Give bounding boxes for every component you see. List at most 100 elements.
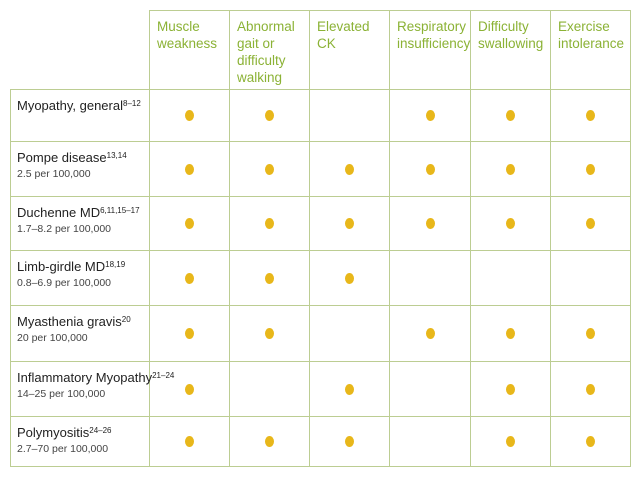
symptom-cell <box>310 197 390 251</box>
symptom-dot-icon <box>506 163 515 175</box>
symptom-cell <box>150 417 230 467</box>
column-header-elevated-ck: Elevated CK <box>310 10 390 90</box>
symptom-cell <box>390 90 471 142</box>
disease-name: Myasthenia gravis20 <box>17 314 145 330</box>
prevalence-text: 14–25 per 100,000 <box>17 388 106 400</box>
symptom-cell <box>390 197 471 251</box>
prevalence-text: 2.7–70 per 100,000 <box>17 443 109 455</box>
symptom-cell <box>390 306 471 362</box>
prevalence-text: 20 per 100,000 <box>17 332 88 344</box>
column-header-abnormal-gait: Abnormal gait or difficulty walking <box>230 10 310 90</box>
symptom-dot-icon <box>265 272 274 284</box>
symptom-dot-icon <box>586 163 595 175</box>
table-corner <box>10 10 150 90</box>
symptom-cell <box>471 251 551 306</box>
disease-name-text: Pompe disease <box>17 150 107 165</box>
symptom-dot-icon <box>345 218 354 229</box>
symptom-dot-icon <box>265 218 274 229</box>
reference-superscript: 18,19 <box>105 260 126 269</box>
symptom-dot-icon <box>265 328 274 339</box>
symptom-dot-icon <box>345 436 354 447</box>
symptom-cell <box>390 251 471 306</box>
row-header: Myopathy, general8–12 <box>10 90 150 142</box>
symptom-cell <box>150 142 230 197</box>
symptom-cell <box>150 251 230 306</box>
symptom-cell <box>551 197 631 251</box>
symptom-cell <box>471 197 551 251</box>
symptom-cell <box>230 142 310 197</box>
column-header-exercise-intolerance: Exercise intolerance <box>551 10 631 90</box>
symptom-dot-icon <box>425 110 435 121</box>
symptom-dot-icon <box>265 436 274 447</box>
row-header: Inflammatory Myopathy21–24 14–25 per 100,… <box>10 362 174 417</box>
disease-name: Polymyositis24–26 <box>17 425 145 441</box>
reference-superscript: 13,14 <box>106 151 127 160</box>
symptom-dot-icon <box>185 383 194 395</box>
symptom-dot-icon <box>185 272 194 284</box>
symptom-cell <box>551 306 631 362</box>
symptom-cell <box>471 142 551 197</box>
symptom-cell <box>310 362 390 417</box>
symptom-cell <box>310 417 390 467</box>
disease-name: Duchenne MD6,11,15–17 <box>17 205 145 221</box>
symptom-cell <box>551 251 631 306</box>
reference-superscript: 24–26 <box>89 426 112 435</box>
symptom-cell <box>551 142 631 197</box>
symptom-dot-icon <box>506 383 515 395</box>
symptom-dot-icon <box>586 436 595 447</box>
symptom-dot-icon <box>506 436 515 447</box>
symptom-cell <box>471 362 551 417</box>
symptom-cell <box>230 197 310 251</box>
symptom-dot-icon <box>425 163 435 175</box>
symptom-dot-icon <box>506 218 515 229</box>
disease-name-text: Polymyositis <box>17 425 90 440</box>
symptom-dot-icon <box>185 163 194 175</box>
symptom-dot-icon <box>506 328 515 339</box>
symptom-dot-icon <box>185 328 194 339</box>
symptom-dot-icon <box>586 328 595 339</box>
disease-name-text: Duchenne MD <box>17 205 101 220</box>
row-header: Myasthenia gravis20 20 per 100,000 <box>10 306 150 362</box>
symptom-table: Muscle weakness Abnormal gait or difficu… <box>10 10 631 467</box>
symptom-cell <box>310 90 390 142</box>
symptom-dot-icon <box>265 163 274 175</box>
column-header-difficulty-swallowing: Difficulty swallowing <box>471 10 551 90</box>
symptom-dot-icon <box>586 383 595 395</box>
disease-name: Myopathy, general8–12 <box>17 98 145 114</box>
symptom-cell <box>150 197 230 251</box>
row-header: Polymyositis24–26 2.7–70 per 100,000 <box>10 417 150 467</box>
table-top-border <box>150 10 631 11</box>
symptom-dot-icon <box>586 218 595 229</box>
symptom-cell <box>310 142 390 197</box>
reference-superscript: 20 <box>121 315 131 324</box>
symptom-cell <box>150 362 230 417</box>
symptom-cell <box>310 306 390 362</box>
symptom-cell <box>230 417 310 467</box>
column-header-respiratory-insufficiency: Respiratory insufficiency <box>390 10 471 90</box>
symptom-cell <box>230 251 310 306</box>
symptom-cell <box>471 306 551 362</box>
symptom-dot-icon <box>185 218 194 229</box>
symptom-dot-icon <box>425 218 435 229</box>
symptom-cell <box>230 90 310 142</box>
symptom-dot-icon <box>345 272 354 284</box>
symptom-dot-icon <box>345 383 354 395</box>
disease-name: Pompe disease13,14 <box>17 150 145 166</box>
symptom-cell <box>551 417 631 467</box>
row-header: Pompe disease13,14 2.5 per 100,000 <box>10 142 150 197</box>
symptom-dot-icon <box>586 110 595 121</box>
row-header: Limb-girdle MD18,19 0.8–6.9 per 100,000 <box>10 251 150 306</box>
symptom-cell <box>310 251 390 306</box>
symptom-dot-icon <box>345 163 354 175</box>
row-header: Duchenne MD6,11,15–17 1.7–8.2 per 100,000 <box>10 197 150 251</box>
symptom-cell <box>230 306 310 362</box>
prevalence-text: 0.8–6.9 per 100,000 <box>17 277 111 289</box>
symptom-dot-icon <box>185 110 194 121</box>
symptom-cell <box>471 90 551 142</box>
disease-name: Inflammatory Myopathy21–24 <box>17 370 174 386</box>
symptom-cell <box>230 362 310 417</box>
symptom-cell <box>471 417 551 467</box>
symptom-dot-icon <box>265 110 274 121</box>
disease-name-text: Inflammatory Myopathy <box>17 370 153 385</box>
disease-name-text: Myasthenia gravis <box>17 314 122 329</box>
